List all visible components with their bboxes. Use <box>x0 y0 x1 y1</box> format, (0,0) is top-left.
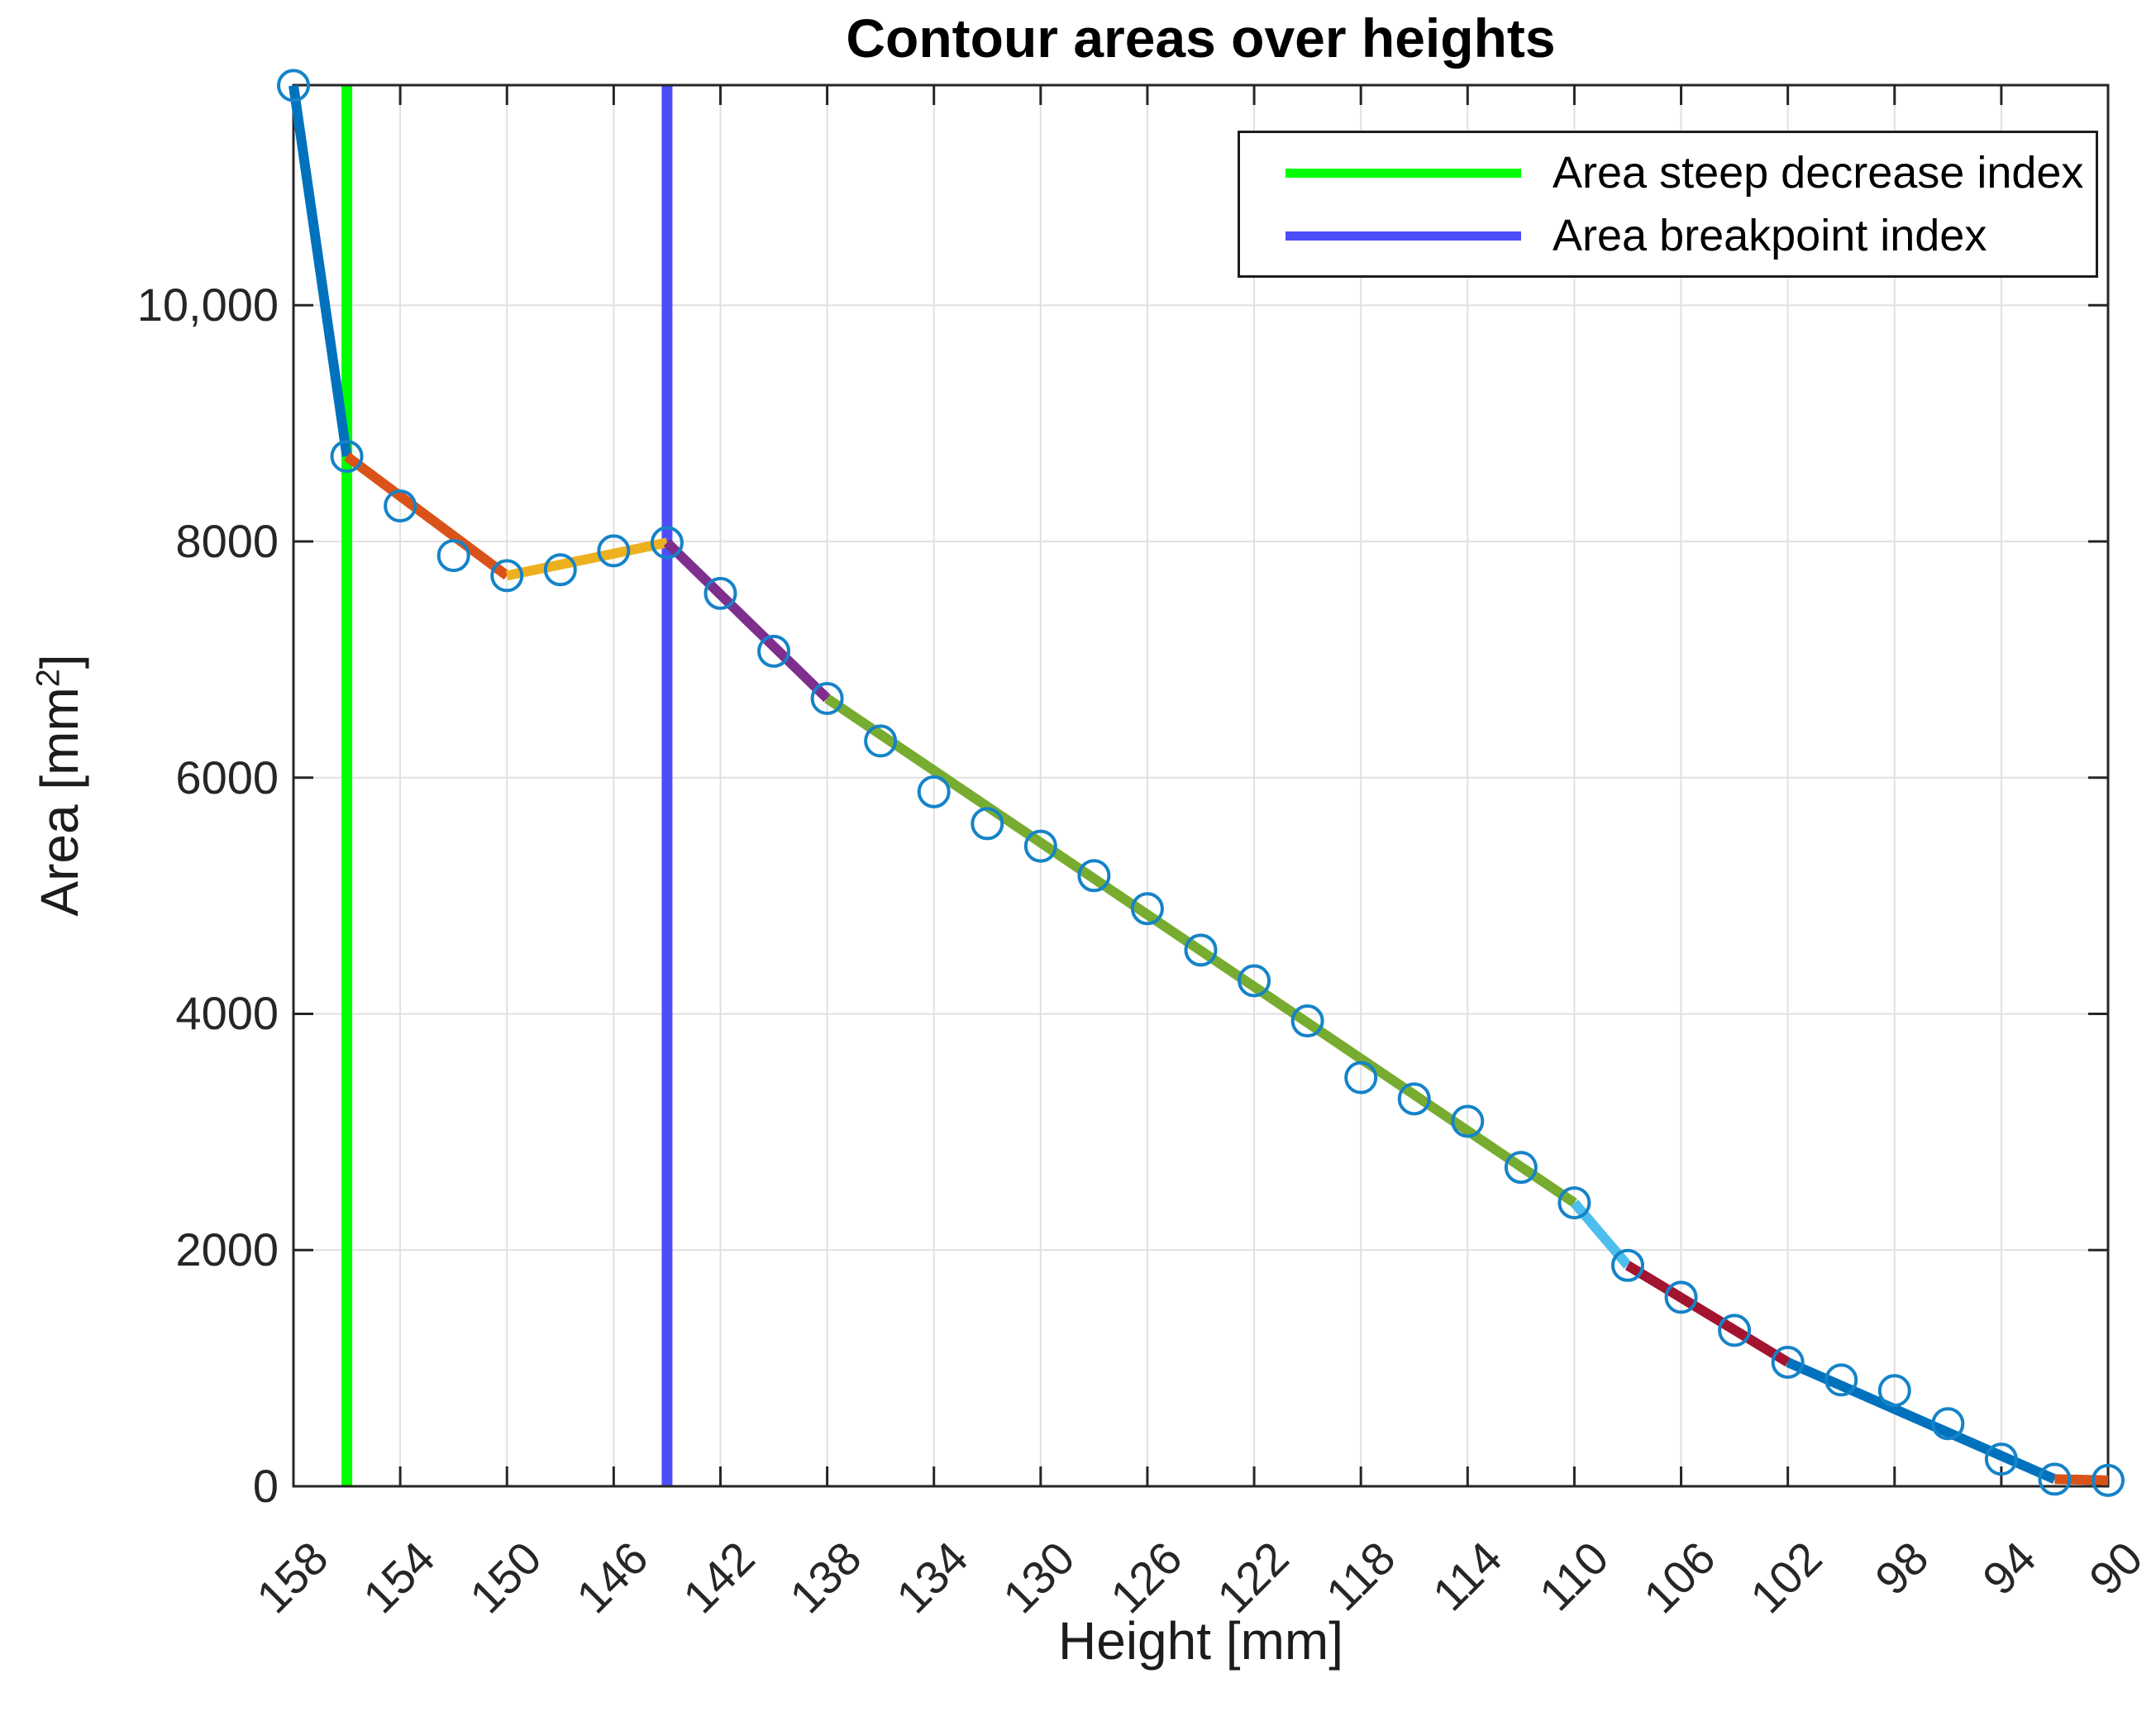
y-tick-label: 0 <box>252 1460 279 1512</box>
y-axis-label-superscript: 2 <box>30 669 67 688</box>
data-point-marker <box>2092 1463 2125 1497</box>
data-point-marker <box>1077 859 1111 893</box>
fit-segment <box>343 452 510 580</box>
fit-segment <box>506 537 669 581</box>
legend: Area steep decrease index Area breakpoin… <box>1238 131 2098 278</box>
y-tick-label: 2000 <box>175 1223 279 1276</box>
data-point-marker <box>1984 1442 2018 1476</box>
data-point-marker <box>864 724 898 758</box>
fit-segment <box>824 694 1577 1208</box>
data-point-marker <box>1130 892 1164 926</box>
data-point-marker <box>277 69 310 103</box>
y-axis-label: Area [mm2] <box>29 654 90 916</box>
legend-line-blue-icon <box>1285 231 1521 241</box>
fit-segment <box>663 539 831 703</box>
y-axis-label-text: Area [mm <box>30 687 89 917</box>
data-point-marker <box>1824 1363 1858 1397</box>
legend-entry-steep-decrease: Area steep decrease index <box>1240 147 2096 198</box>
data-point-marker <box>490 559 524 593</box>
data-point-marker <box>2038 1462 2072 1496</box>
data-point-marker <box>1877 1374 1911 1408</box>
legend-line-green-icon <box>1285 168 1521 178</box>
plot-border <box>292 83 2110 1488</box>
legend-label: Area steep decrease index <box>1553 148 2084 198</box>
data-point-marker <box>1771 1345 1805 1379</box>
data-point-marker <box>1397 1082 1431 1116</box>
data-point-marker <box>1664 1280 1698 1314</box>
y-tick-label: 4000 <box>175 987 279 1040</box>
data-point-marker <box>1023 829 1057 863</box>
data-point-marker <box>650 526 684 560</box>
data-point-marker <box>810 681 844 715</box>
data-point-marker <box>1451 1104 1485 1138</box>
data-point-marker <box>1238 964 1271 998</box>
data-point-marker <box>436 539 470 573</box>
y-tick-label: 10,000 <box>136 279 279 331</box>
fit-segment <box>1786 1357 2057 1484</box>
data-point-marker <box>704 576 737 610</box>
data-point-marker <box>1718 1314 1752 1347</box>
data-point-marker <box>917 775 951 808</box>
chart-title: Contour areas over heights <box>846 7 1556 69</box>
fit-segment <box>1624 1261 1791 1367</box>
data-point-marker <box>757 634 791 668</box>
x-axis-label: Height [mm] <box>1058 1611 1343 1671</box>
data-point-marker <box>1504 1151 1538 1185</box>
fit-segment <box>2054 1474 2109 1485</box>
data-point-marker <box>1610 1248 1644 1282</box>
data-point-marker <box>330 440 364 474</box>
legend-entry-breakpoint: Area breakpoint index <box>1240 210 2096 261</box>
data-point-marker <box>1557 1186 1591 1220</box>
data-point-marker <box>1344 1061 1378 1094</box>
y-tick-label: 8000 <box>175 514 279 567</box>
data-point-marker <box>971 807 1004 841</box>
data-point-marker <box>543 553 577 587</box>
y-axis-label-suffix: ] <box>30 654 89 670</box>
data-point-marker <box>1290 1004 1324 1038</box>
data-point-marker <box>597 534 631 568</box>
data-point-marker <box>1184 933 1218 967</box>
data-point-marker <box>384 489 417 523</box>
fit-segment <box>1570 1199 1632 1269</box>
legend-label: Area breakpoint index <box>1553 211 1987 260</box>
fit-segment <box>289 84 352 457</box>
y-tick-label: 6000 <box>175 751 279 803</box>
data-point-marker <box>1931 1407 1965 1441</box>
